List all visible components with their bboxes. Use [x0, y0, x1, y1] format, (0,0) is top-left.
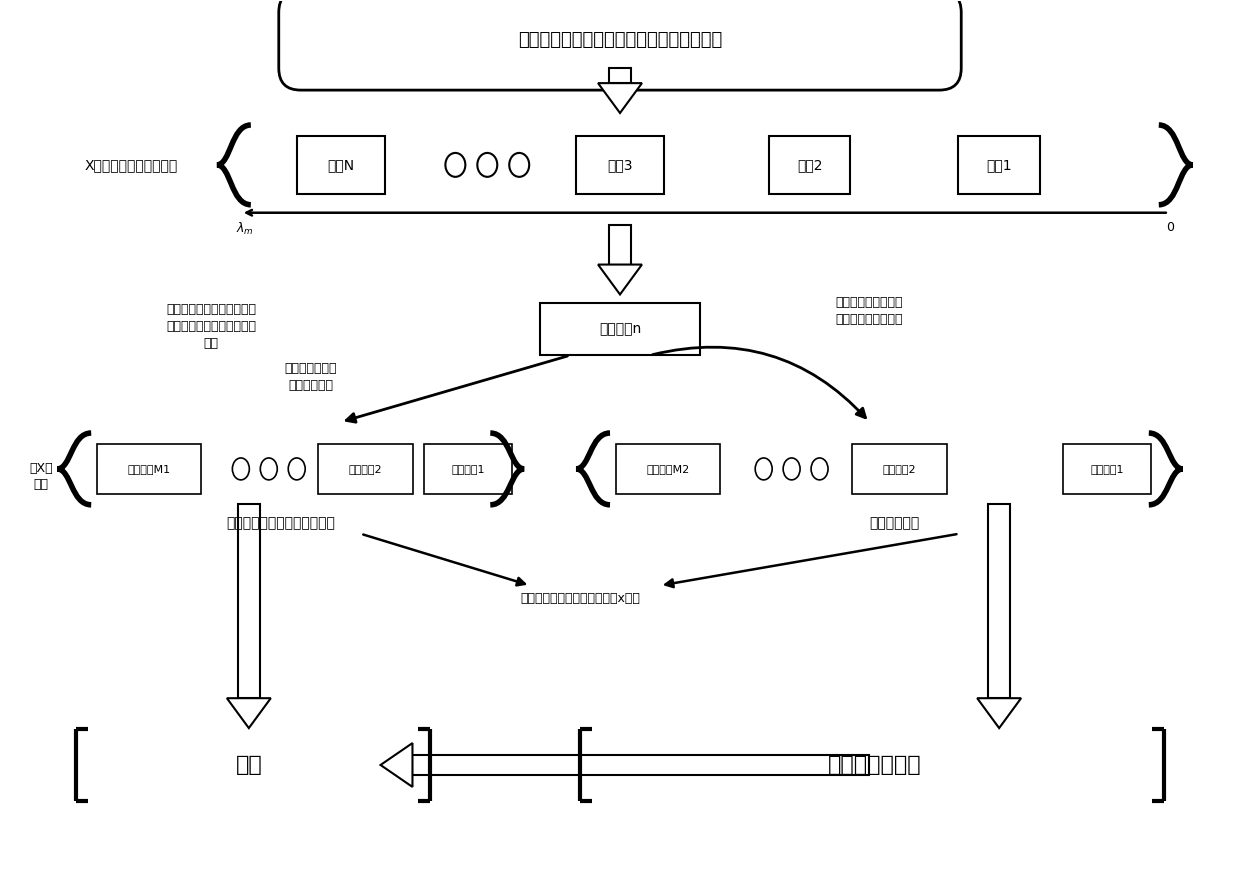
- Ellipse shape: [232, 458, 249, 480]
- Bar: [769, 136, 851, 194]
- Ellipse shape: [811, 458, 828, 480]
- Text: 中记录的顶峰: 中记录的顶峰: [288, 378, 334, 392]
- Polygon shape: [598, 264, 642, 294]
- Text: 噪声区域1: 噪声区域1: [1090, 464, 1123, 474]
- Ellipse shape: [510, 153, 529, 177]
- Bar: [238, 504, 260, 698]
- Text: 区域1: 区域1: [986, 158, 1012, 171]
- Bar: [296, 136, 384, 194]
- Bar: [609, 225, 631, 264]
- Polygon shape: [977, 698, 1021, 728]
- Bar: [577, 136, 663, 194]
- Text: 记录各区域属性和位置信息（x轴）: 记录各区域属性和位置信息（x轴）: [520, 592, 640, 605]
- Text: X轴（波长或拉曼位移）: X轴（波长或拉曼位移）: [84, 158, 177, 171]
- Text: 划分: 划分: [33, 478, 48, 492]
- Text: 拼合: 拼合: [236, 755, 262, 775]
- Bar: [615, 444, 720, 494]
- Ellipse shape: [445, 153, 465, 177]
- Ellipse shape: [477, 153, 497, 177]
- Bar: [988, 504, 1011, 698]
- Text: 区域3: 区域3: [608, 158, 632, 171]
- Text: 或存在顶峰网表: 或存在顶峰网表: [284, 362, 337, 375]
- Bar: [424, 444, 512, 494]
- Text: 噪声区域M2: 噪声区域M2: [646, 464, 689, 474]
- Text: 通过预测的低谷网表将一帧光谱分成多区域: 通过预测的低谷网表将一帧光谱分成多区域: [518, 31, 722, 50]
- Text: 噪声区域2: 噪声区域2: [883, 464, 916, 474]
- Bar: [609, 68, 631, 83]
- Text: 大幅度平滑滤波: 大幅度平滑滤波: [827, 755, 921, 775]
- Polygon shape: [598, 83, 642, 113]
- Ellipse shape: [784, 458, 800, 480]
- Bar: [413, 755, 869, 775]
- Text: 区域N: 区域N: [327, 158, 355, 171]
- Text: 区域2: 区域2: [797, 158, 822, 171]
- Text: 拉曼特征峰区域（有效区域）: 拉曼特征峰区域（有效区域）: [227, 515, 335, 530]
- Text: 滤波后标准差和均值: 滤波后标准差和均值: [836, 296, 903, 309]
- FancyBboxPatch shape: [279, 0, 961, 90]
- Text: 随机噪声区域: 随机噪声区域: [869, 515, 920, 530]
- Polygon shape: [381, 743, 413, 787]
- Text: 均值的比值仍大于预先设定: 均值的比值仍大于预先设定: [166, 320, 255, 333]
- Ellipse shape: [755, 458, 773, 480]
- Bar: [852, 444, 947, 494]
- Text: 沿X轴: 沿X轴: [30, 462, 53, 476]
- Bar: [319, 444, 413, 494]
- Bar: [541, 303, 699, 355]
- Text: 最小二乘滤波后，标准差和: 最小二乘滤波后，标准差和: [166, 303, 255, 316]
- Text: 有效区域1: 有效区域1: [451, 464, 485, 474]
- Ellipse shape: [288, 458, 305, 480]
- Text: 任一区域n: 任一区域n: [599, 323, 641, 336]
- Text: $\lambda_m$: $\lambda_m$: [236, 221, 254, 237]
- Bar: [97, 444, 201, 494]
- Bar: [1063, 444, 1151, 494]
- Bar: [959, 136, 1040, 194]
- Polygon shape: [227, 698, 270, 728]
- Text: 有效区域M1: 有效区域M1: [128, 464, 171, 474]
- Text: 阈值: 阈值: [203, 337, 218, 350]
- Ellipse shape: [260, 458, 278, 480]
- Text: 的比值小于等于阈值: 的比值小于等于阈值: [836, 313, 903, 326]
- Text: 有效区域2: 有效区域2: [348, 464, 382, 474]
- Text: 0: 0: [1166, 221, 1174, 233]
